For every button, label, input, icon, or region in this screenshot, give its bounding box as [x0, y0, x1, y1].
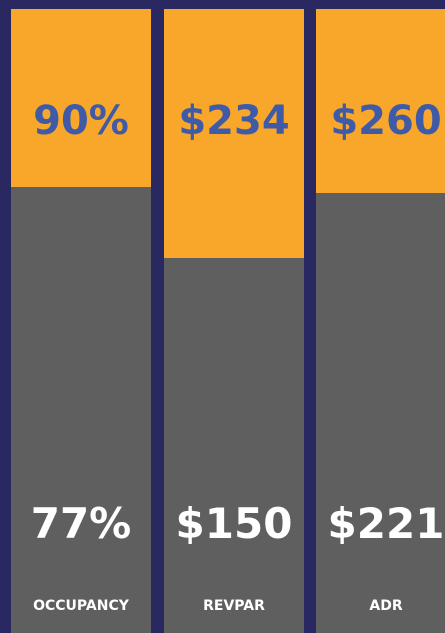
metric-panel: $234 $150 REVPAR — [164, 9, 304, 633]
metric-label: OCCUPANCY — [33, 598, 129, 614]
top-block — [11, 9, 151, 187]
top-value: 90% — [33, 98, 129, 144]
metric-label: REVPAR — [203, 598, 265, 614]
bottom-value: $221 — [327, 499, 445, 548]
top-value: $260 — [330, 98, 442, 144]
bottom-value: $150 — [175, 499, 293, 548]
metric-panel: $260 $221 ADR — [316, 9, 445, 633]
top-value: $234 — [178, 98, 290, 144]
bottom-value: 77% — [30, 499, 132, 548]
top-block — [316, 9, 445, 193]
metric-label: ADR — [369, 598, 403, 614]
top-block — [164, 9, 304, 258]
metric-panel: 90% 77% OCCUPANCY — [11, 9, 151, 633]
